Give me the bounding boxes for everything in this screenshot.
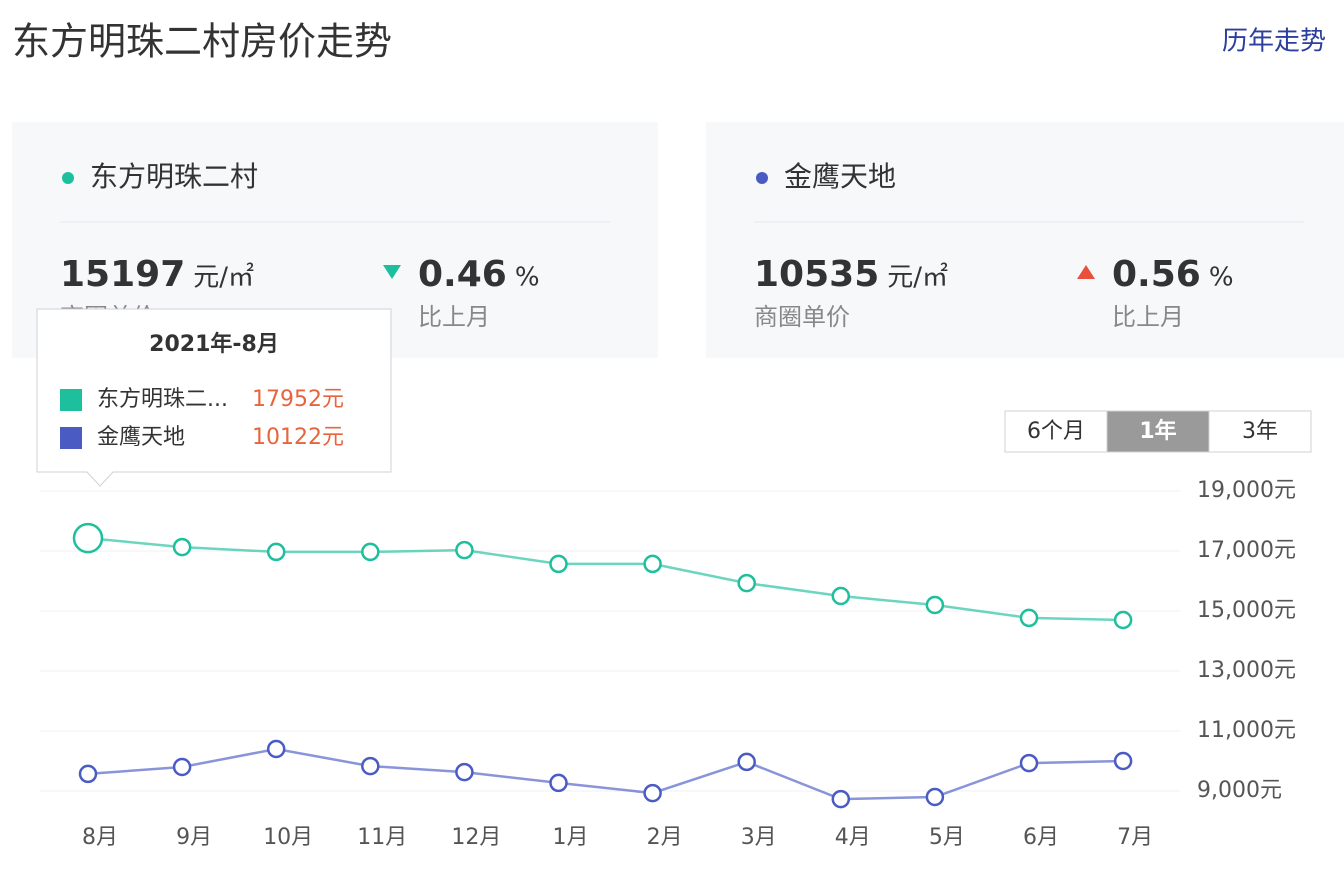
range-button[interactable]: [1106, 410, 1210, 453]
data-point[interactable]: [737, 573, 756, 593]
card-price: 10535: [754, 254, 879, 295]
data-point[interactable]: [831, 586, 851, 606]
card-unit: 元/㎡: [887, 263, 948, 293]
series-line: [87, 747, 1124, 801]
card: [706, 122, 1344, 358]
history-link[interactable]: 历年走势: [1222, 27, 1326, 57]
card-price: 15197: [60, 254, 185, 295]
data-point[interactable]: [1019, 608, 1039, 628]
x-tick-label: 7月: [1117, 825, 1153, 850]
data-point[interactable]: [72, 522, 104, 554]
x-tick-label: 10月: [263, 825, 313, 850]
tooltip-swatch: [60, 389, 82, 411]
tooltip-value: 17952元: [252, 387, 344, 412]
data-point[interactable]: [925, 787, 945, 807]
data-point[interactable]: [266, 739, 286, 759]
tooltip-title: 2021年-8月: [149, 331, 279, 357]
tooltip-box: [36, 308, 392, 487]
x-tick-label: 5月: [929, 825, 965, 850]
data-point[interactable]: [455, 540, 474, 560]
card-name: 金鹰天地: [784, 160, 896, 193]
data-point[interactable]: [361, 756, 380, 776]
x-tick-label: 4月: [835, 825, 871, 850]
data-point[interactable]: [78, 764, 98, 784]
data-point[interactable]: [1113, 610, 1133, 630]
y-tick-label: 19,000元: [1197, 478, 1296, 503]
change-unit: %: [515, 263, 540, 293]
x-tick-label: 3月: [741, 825, 777, 850]
tooltip-swatch: [60, 427, 82, 449]
card-name: 东方明珠二村: [90, 160, 258, 193]
x-tick-label: 1月: [553, 825, 589, 850]
x-tick-label: 6月: [1023, 825, 1059, 850]
card-dot: [756, 172, 768, 184]
data-point[interactable]: [172, 757, 192, 777]
x-tick-label: 8月: [82, 825, 118, 850]
series-line: [87, 536, 1124, 622]
y-tick-label: 15,000元: [1197, 598, 1296, 623]
y-tick-label: 11,000元: [1197, 718, 1296, 743]
change-label: 比上月: [418, 303, 490, 331]
data-point[interactable]: [925, 595, 945, 615]
card-dot: [62, 172, 74, 184]
x-tick-label: 2月: [647, 825, 683, 850]
range-button-label[interactable]: 1年: [1139, 418, 1176, 444]
data-point[interactable]: [172, 537, 192, 557]
y-tick-label: 9,000元: [1197, 778, 1282, 803]
range-button[interactable]: [1208, 410, 1312, 453]
card-unit: 元/㎡: [193, 263, 254, 293]
data-point[interactable]: [1113, 751, 1133, 771]
card-change: 0.46: [418, 254, 507, 295]
range-button-label[interactable]: 3年: [1242, 419, 1278, 444]
x-tick-label: 12月: [451, 825, 501, 850]
data-point[interactable]: [737, 752, 756, 772]
tooltip-name: 东方明珠二...: [97, 387, 228, 412]
data-point[interactable]: [361, 542, 380, 562]
data-point[interactable]: [1019, 753, 1039, 773]
data-point[interactable]: [831, 789, 851, 809]
change-label: 比上月: [1112, 303, 1184, 331]
y-tick-label: 13,000元: [1197, 658, 1296, 683]
data-point[interactable]: [549, 554, 568, 574]
tooltip-value: 10122元: [252, 425, 344, 450]
page-title: 东方明珠二村房价走势: [12, 20, 392, 64]
y-tick-label: 17,000元: [1197, 538, 1296, 563]
change-unit: %: [1209, 263, 1234, 293]
change-arrow: [1077, 265, 1095, 279]
range-button-label[interactable]: 6个月: [1027, 419, 1085, 444]
x-tick-label: 11月: [357, 825, 407, 850]
card-change: 0.56: [1112, 254, 1201, 295]
card-price-label: 商圈单价: [754, 303, 850, 331]
data-point[interactable]: [549, 773, 568, 793]
tooltip-name: 金鹰天地: [97, 425, 185, 450]
data-point[interactable]: [643, 554, 662, 574]
change-arrow: [383, 265, 401, 279]
data-point[interactable]: [643, 783, 662, 803]
data-point[interactable]: [455, 762, 474, 782]
x-tick-label: 9月: [176, 825, 212, 850]
data-point[interactable]: [266, 542, 286, 562]
